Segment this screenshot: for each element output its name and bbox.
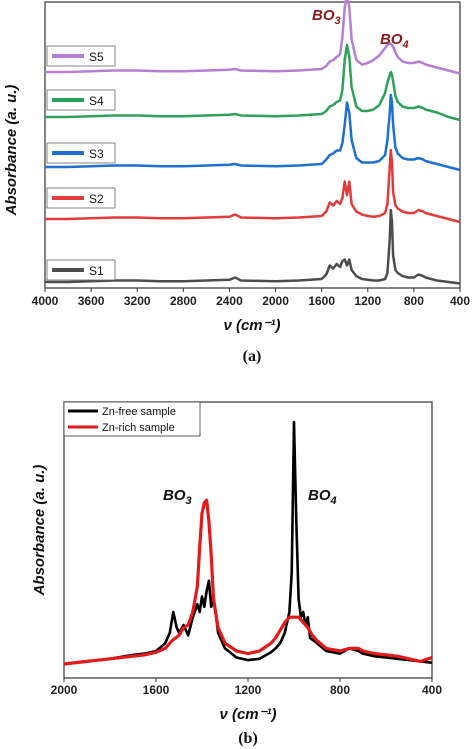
panel-a-x-tick-label: 4000 [32, 294, 59, 308]
panel-b-annotation-bo4: BO4 [308, 487, 337, 507]
panel-a-x-tick-label: 2800 [170, 294, 197, 308]
panel-a-series-line-s3 [45, 93, 461, 172]
panel-b-x-axis-label: ν (cm⁻¹) [219, 706, 276, 723]
panel-a-x-tick-label: 3600 [78, 294, 105, 308]
panel-b: 2000 1600 1200 800 400 Zn-free sample Zn-ric… [31, 401, 442, 747]
panel-a-y-axis-label: Absorbance (a. u.) [3, 85, 20, 217]
panel-a-series-line-s1 [45, 208, 461, 285]
panel-a-series-line-s4 [45, 43, 461, 122]
panel-a-legend-boxes: S1 S2 S3 S4 S5 [46, 45, 116, 281]
panel-a-x-tick-label: 400 [450, 294, 470, 308]
panel-a-legend-label-s1: S1 [89, 264, 104, 278]
panel-b-x-tick-label: 1200 [235, 683, 262, 697]
panel-a-label: (a) [243, 348, 262, 365]
panel-b-legend-box [63, 401, 201, 437]
panel-a-annotation-bo3: BO3 [312, 7, 341, 27]
panel-a-x-tick-label: 3200 [124, 294, 151, 308]
panel-b-legend-label-zn-free: Zn-free sample [102, 406, 176, 418]
panel-b-legend-label-zn-rich: Zn-rich sample [102, 422, 175, 434]
panel-a-legend-label-s4: S4 [89, 94, 104, 108]
panel-a-x-tick-label: 2000 [262, 294, 289, 308]
panel-a-x-tick-label: 1200 [354, 294, 381, 308]
panel-a-x-axis-label: ν (cm⁻¹) [223, 317, 280, 334]
panel-a-annotation-bo4: BO4 [380, 31, 409, 51]
panel-a-plot-frame [44, 1, 461, 289]
panel-b-series-line-zn-rich [63, 498, 433, 666]
panel-a-x-tick-label: 2400 [216, 294, 243, 308]
panel-b-x-tick-label: 400 [422, 683, 442, 697]
panel-a-series-line-s5 [45, 0, 461, 75]
panel-a-series-line-s2 [45, 148, 461, 224]
panel-b-series-group [63, 420, 433, 666]
panel-a-x-tick-label: 800 [404, 294, 424, 308]
panel-a-x-ticks: 4000 3600 3200 2800 2400 2000 1600 1200 800 400 [32, 288, 470, 308]
panel-b-plot-frame [63, 401, 433, 679]
panel-b-y-axis-label: Absorbance (a. u.) [31, 465, 48, 597]
panel-b-x-ticks: 2000 1600 1200 800 400 [51, 678, 442, 697]
panel-a: 4000 3600 3200 2800 2400 2000 1600 1200 800 400 S… [3, 0, 470, 365]
panel-b-series-line-zn-free [63, 420, 433, 666]
panel-a-legend-label-s3: S3 [89, 147, 104, 161]
panel-a-series-group [45, 0, 461, 285]
panel-a-legend-label-s2: S2 [89, 192, 104, 206]
panel-a-x-tick-label: 1600 [308, 294, 335, 308]
panel-b-label: (b) [238, 730, 258, 747]
panel-b-x-tick-label: 800 [330, 683, 350, 697]
panel-b-x-tick-label: 2000 [51, 683, 78, 697]
panel-a-legend-label-s5: S5 [89, 50, 104, 64]
panel-b-x-tick-label: 1600 [143, 683, 170, 697]
panel-b-annotation-bo3: BO3 [163, 487, 192, 507]
